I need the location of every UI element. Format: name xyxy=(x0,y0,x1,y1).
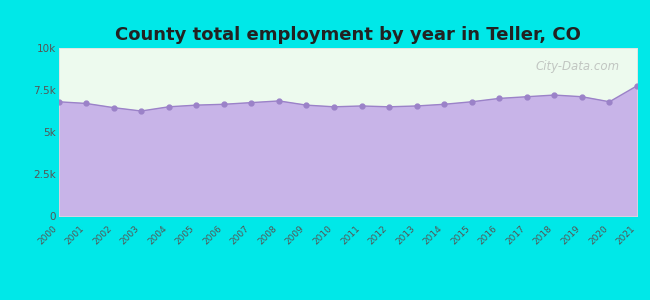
Text: City-Data.com: City-Data.com xyxy=(536,60,619,73)
Title: County total employment by year in Teller, CO: County total employment by year in Telle… xyxy=(115,26,580,44)
